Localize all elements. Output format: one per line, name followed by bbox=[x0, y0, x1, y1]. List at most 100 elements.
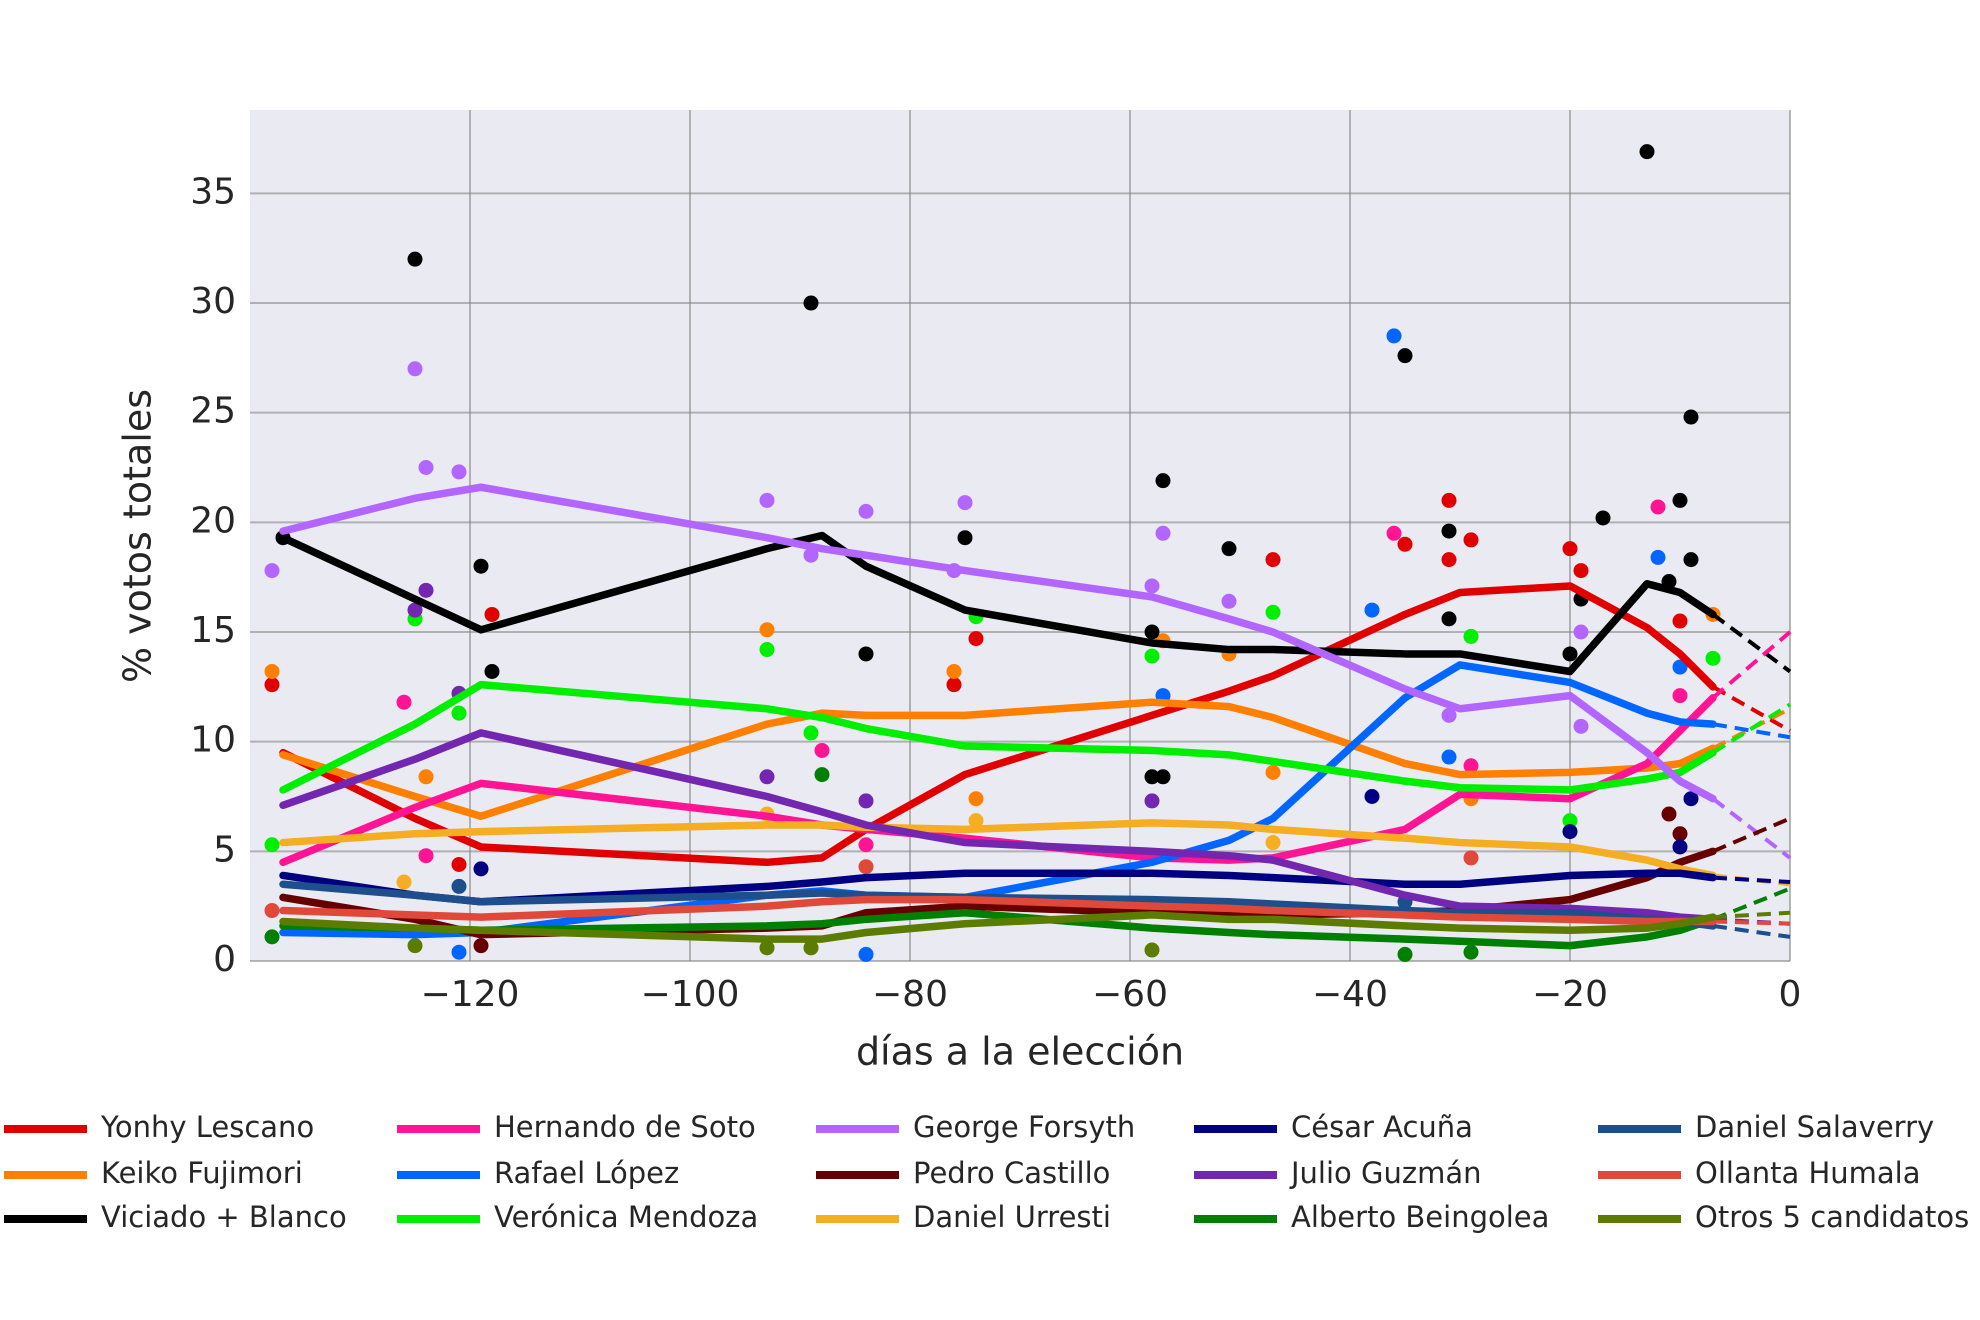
data-point bbox=[1441, 492, 1457, 508]
legend-label: George Forsyth bbox=[913, 1110, 1135, 1144]
data-point bbox=[418, 460, 434, 476]
projection-line bbox=[1712, 875, 1791, 885]
y-tick-label: 30 bbox=[190, 281, 236, 322]
data-point bbox=[1441, 611, 1457, 627]
x-tick-label: −40 bbox=[1312, 974, 1388, 1015]
data-point bbox=[484, 606, 500, 622]
data-point bbox=[1441, 552, 1457, 568]
data-point bbox=[1639, 144, 1655, 160]
trend-line bbox=[279, 698, 1717, 820]
data-point bbox=[1672, 613, 1688, 629]
data-point bbox=[264, 837, 280, 853]
trend-line bbox=[279, 680, 1717, 794]
projection-line bbox=[1712, 919, 1791, 926]
legend-label: Keiko Fujimori bbox=[101, 1156, 303, 1190]
data-point bbox=[418, 769, 434, 785]
legend-label: Viciado + Blanco bbox=[101, 1200, 347, 1234]
data-point bbox=[407, 251, 423, 267]
x-tick-label: −100 bbox=[641, 974, 740, 1015]
data-point bbox=[418, 848, 434, 864]
legend-label: Daniel Urresti bbox=[913, 1200, 1111, 1234]
data-point bbox=[759, 769, 775, 785]
projection-line bbox=[1712, 722, 1791, 740]
data-point bbox=[1364, 602, 1380, 618]
data-point bbox=[1397, 348, 1413, 364]
data-point bbox=[1221, 541, 1237, 557]
legend-label: Pedro Castillo bbox=[913, 1156, 1110, 1190]
projection-line bbox=[1711, 612, 1792, 674]
data-point bbox=[1265, 835, 1281, 851]
data-point bbox=[1386, 328, 1402, 344]
trend-line bbox=[279, 911, 1717, 943]
y-tick-label: 0 bbox=[213, 939, 236, 980]
data-point bbox=[264, 903, 280, 919]
data-point bbox=[1265, 764, 1281, 780]
y-tick-label: 25 bbox=[190, 391, 236, 432]
data-point bbox=[484, 663, 500, 679]
legend-label: César Acuña bbox=[1291, 1110, 1473, 1144]
trend-line bbox=[279, 729, 1717, 924]
projection-line bbox=[1711, 797, 1792, 860]
data-point bbox=[1221, 593, 1237, 609]
data-point bbox=[1397, 536, 1413, 552]
data-point bbox=[858, 946, 874, 962]
data-point bbox=[264, 677, 280, 693]
data-point bbox=[264, 663, 280, 679]
data-point bbox=[759, 492, 775, 508]
projection-line bbox=[1712, 816, 1791, 854]
data-point bbox=[1661, 806, 1677, 822]
trend-line bbox=[279, 483, 1717, 803]
data-point bbox=[396, 694, 412, 710]
x-tick-label: 0 bbox=[1779, 974, 1802, 1015]
data-point bbox=[1573, 718, 1589, 734]
data-point bbox=[759, 622, 775, 638]
data-point bbox=[759, 940, 775, 956]
data-point bbox=[1683, 552, 1699, 568]
data-point bbox=[407, 938, 423, 954]
data-point bbox=[1683, 791, 1699, 807]
data-point bbox=[957, 530, 973, 546]
data-point bbox=[1441, 749, 1457, 765]
legend-label: Alberto Beingolea bbox=[1291, 1200, 1549, 1234]
projection-line bbox=[1712, 923, 1791, 939]
data-point bbox=[451, 856, 467, 872]
data-point bbox=[1144, 942, 1160, 958]
y-tick-label: 15 bbox=[190, 610, 236, 651]
data-point bbox=[1364, 789, 1380, 805]
data-point bbox=[814, 767, 830, 783]
trend-line bbox=[279, 908, 1717, 950]
trend-line bbox=[279, 531, 1717, 676]
data-point bbox=[803, 725, 819, 741]
data-point bbox=[1683, 409, 1699, 425]
data-point bbox=[968, 631, 984, 647]
legend-label: Rafael López bbox=[494, 1156, 679, 1190]
data-point bbox=[1386, 525, 1402, 541]
data-point bbox=[1144, 769, 1160, 785]
legend-label: Yonhy Lescano bbox=[100, 1110, 314, 1144]
data-point bbox=[1650, 549, 1666, 565]
data-point bbox=[858, 859, 874, 875]
data-point bbox=[473, 558, 489, 574]
data-point bbox=[858, 837, 874, 853]
x-axis-label: días a la elección bbox=[856, 1030, 1184, 1074]
data-point bbox=[1265, 552, 1281, 568]
data-point bbox=[946, 663, 962, 679]
data-point bbox=[418, 582, 434, 598]
data-point bbox=[1155, 769, 1171, 785]
data-point bbox=[1672, 688, 1688, 704]
y-axis-label: % votos totales bbox=[116, 389, 160, 683]
y-tick-label: 10 bbox=[190, 720, 236, 761]
projection-line bbox=[1712, 886, 1791, 922]
projection-line bbox=[1712, 685, 1791, 733]
data-point bbox=[1463, 628, 1479, 644]
plot-background bbox=[250, 110, 1790, 961]
data-point bbox=[1562, 541, 1578, 557]
data-point bbox=[1155, 525, 1171, 541]
projection-line bbox=[1711, 630, 1792, 700]
data-point bbox=[968, 813, 984, 829]
data-point bbox=[1441, 707, 1457, 723]
data-point bbox=[759, 642, 775, 658]
data-point bbox=[1441, 523, 1457, 539]
legend-label: Julio Guzmán bbox=[1289, 1156, 1481, 1190]
trend-line bbox=[279, 819, 1717, 880]
